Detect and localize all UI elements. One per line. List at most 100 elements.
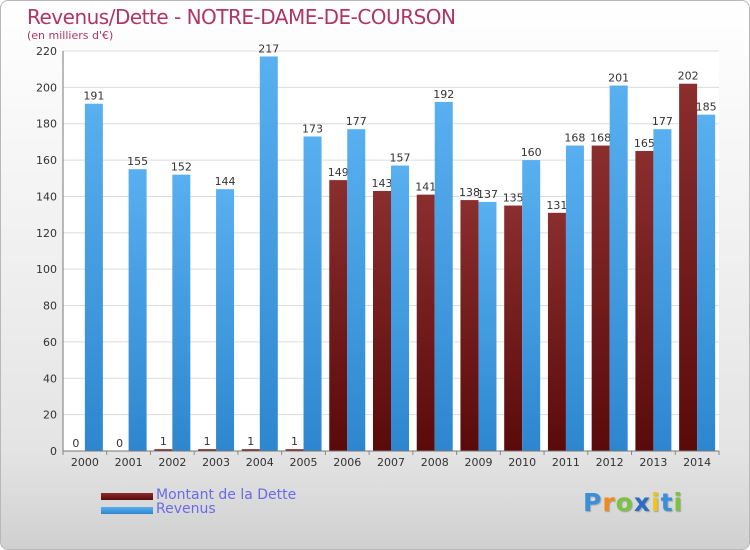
data-label: 217: [258, 42, 279, 55]
x-tick-label: 2009: [464, 456, 492, 469]
x-tick-label: 2010: [508, 456, 536, 469]
data-label: 1: [247, 435, 254, 448]
bar-revenus: [609, 85, 628, 451]
data-label: 137: [477, 188, 498, 201]
bar-dette: [416, 194, 435, 452]
data-label: 141: [415, 181, 436, 194]
bar-revenus: [522, 160, 541, 451]
bar-dette: [547, 212, 566, 451]
bar-revenus: [216, 189, 235, 451]
x-tick-label: 2005: [290, 456, 318, 469]
y-tick-label: 60: [43, 336, 57, 349]
x-tick-label: 2014: [683, 456, 711, 469]
data-label: 177: [652, 115, 673, 128]
bar-dette: [504, 205, 523, 451]
chart-subtitle: (en milliers d'€): [27, 29, 114, 42]
data-label: 160: [521, 146, 542, 159]
bar-dette: [154, 449, 173, 451]
legend-swatch-revenus: [101, 507, 153, 514]
x-tick-label: 2006: [333, 456, 361, 469]
bar-revenus: [303, 136, 322, 452]
data-label: 135: [503, 192, 524, 205]
data-label: 143: [372, 177, 393, 190]
y-tick-label: 220: [36, 45, 57, 58]
data-label: 165: [634, 137, 655, 150]
logo-letter: o: [615, 488, 634, 517]
x-tick-label: 2002: [158, 456, 186, 469]
bar-dette: [679, 83, 698, 452]
legend-label-revenus: Revenus: [156, 501, 216, 517]
x-tick-label: 2003: [202, 456, 230, 469]
y-tick-label: 200: [36, 81, 57, 94]
data-label: 155: [127, 155, 148, 168]
logo-letter: t: [660, 488, 674, 517]
bar-revenus: [697, 114, 716, 452]
data-label: 138: [459, 186, 480, 199]
data-label: 0: [72, 437, 79, 450]
y-tick-label: 0: [50, 445, 57, 458]
data-label: 192: [433, 88, 454, 101]
legend-label-dette: Montant de la Dette: [156, 487, 297, 503]
x-tick-label: 2004: [246, 456, 274, 469]
bar-dette: [329, 180, 348, 451]
x-tick-label: 2011: [552, 456, 580, 469]
bar-revenus: [128, 169, 147, 451]
bar-dette: [373, 191, 391, 451]
bar-revenus: [347, 129, 366, 451]
y-tick-label: 40: [43, 372, 57, 385]
bar-dette: [285, 449, 304, 451]
data-label: 0: [116, 437, 123, 450]
data-label: 185: [696, 101, 717, 114]
bar-revenus: [391, 165, 409, 451]
data-label: 201: [608, 72, 629, 85]
logo-letter: P: [583, 488, 603, 517]
y-tick-label: 160: [36, 154, 57, 167]
y-tick-label: 20: [43, 409, 57, 422]
x-tick-label: 2007: [377, 456, 405, 469]
bar-dette: [635, 151, 654, 451]
data-label: 149: [328, 166, 349, 179]
legend-swatch-dette: [101, 493, 153, 500]
bar-revenus: [84, 103, 103, 452]
x-tick-label: 2013: [639, 456, 667, 469]
bar-dette: [591, 145, 610, 451]
proxiti-logo: Proxiti: [583, 488, 683, 517]
logo-letter: x: [633, 488, 651, 517]
data-label: 1: [291, 435, 298, 448]
bar-revenus: [565, 145, 584, 451]
logo-letter: r: [602, 488, 616, 517]
data-label: 191: [83, 90, 104, 103]
data-label: 144: [215, 175, 236, 188]
data-label: 168: [590, 132, 611, 145]
bar-revenus: [478, 201, 497, 451]
y-tick-label: 100: [36, 263, 57, 276]
chart-title: Revenus/Dette - NOTRE-DAME-DE-COURSON: [27, 5, 456, 29]
y-tick-label: 140: [36, 190, 57, 203]
data-label: 202: [678, 70, 699, 83]
data-label: 177: [346, 115, 367, 128]
x-tick-label: 2012: [596, 456, 624, 469]
bar-dette: [241, 449, 260, 451]
logo-letter: i: [651, 488, 661, 517]
y-tick-label: 80: [43, 300, 57, 313]
data-label: 173: [302, 122, 323, 135]
bar-revenus: [259, 56, 278, 452]
y-tick-label: 180: [36, 118, 57, 131]
data-label: 131: [546, 199, 567, 212]
bar-dette: [198, 449, 217, 451]
data-label: 152: [171, 161, 192, 174]
data-label: 1: [160, 435, 167, 448]
logo-letter: i: [673, 488, 684, 517]
data-label: 157: [390, 152, 411, 165]
data-label: 1: [204, 435, 211, 448]
bar-dette: [460, 200, 479, 451]
x-tick-label: 2000: [71, 456, 99, 469]
data-label: 168: [564, 132, 585, 145]
y-tick-label: 120: [36, 227, 57, 240]
x-tick-label: 2008: [421, 456, 449, 469]
bar-revenus: [172, 174, 191, 452]
x-tick-label: 2001: [115, 456, 143, 469]
bar-revenus: [434, 101, 453, 451]
